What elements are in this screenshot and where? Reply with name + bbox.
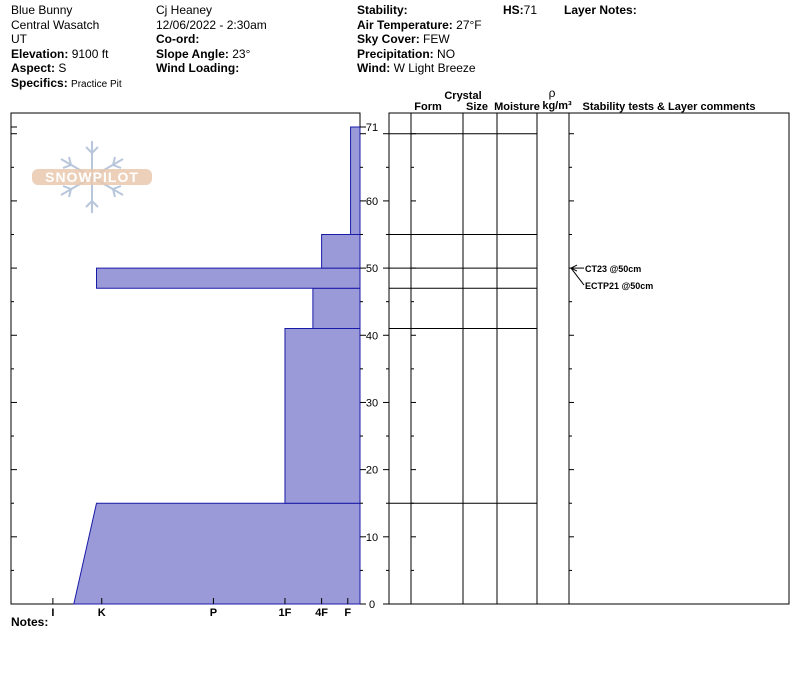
observer-name: Cj Heaney xyxy=(156,3,213,17)
layer-table xyxy=(388,112,790,605)
stability-row: Stability: xyxy=(357,3,408,17)
header-stability: Stability tests & Layer comments xyxy=(582,101,755,113)
hardness-layer-5 xyxy=(350,126,361,235)
elevation-row: Elevation: 9100 ft xyxy=(11,46,109,61)
hardness-layer-1 xyxy=(284,328,361,504)
air-temp-row: Air Temperature: 27°F xyxy=(357,17,482,32)
specifics-row: Specifics: Practice Pit xyxy=(11,75,122,90)
coord-row: Co-ord: xyxy=(156,32,200,46)
header-density-unit: kg/m³ xyxy=(542,100,572,112)
hardness-layer-4 xyxy=(321,233,361,269)
left-y-ticks xyxy=(11,126,17,605)
hardness-axis: I K P 1F 4F F xyxy=(51,598,351,619)
hardness-layer-0 xyxy=(73,502,361,605)
snowpilot-logo: SNOWPILOT xyxy=(32,141,152,213)
sky-cover-row: Sky Cover: FEW xyxy=(357,32,450,46)
hardness-tick-label: F xyxy=(344,607,351,619)
table-depth-ticks xyxy=(383,133,574,605)
logo-text: SNOWPILOT xyxy=(45,169,139,185)
slope-row: Slope Angle: 23° xyxy=(156,46,251,61)
hs-row: HS:71 xyxy=(503,3,538,17)
layer-notes-label: Layer Notes: xyxy=(564,3,637,17)
header-col-weather: Stability: Air Temperature: 27°F Sky Cov… xyxy=(357,3,482,76)
depth-tick-label: 0 xyxy=(369,599,375,611)
hardness-tick-label: 4F xyxy=(315,607,328,619)
stability-test-label: CT23 @50cm xyxy=(585,264,641,274)
wind-row: Wind: W Light Breeze xyxy=(357,61,476,75)
depth-tick-label: 50 xyxy=(366,263,378,275)
test-leader-line xyxy=(570,267,585,286)
obs-datetime: 12/06/2022 - 2:30am xyxy=(156,17,267,32)
stability-tests: CT23 @50cm ECTP21 @50cm xyxy=(569,264,653,291)
hardness-tick-label: P xyxy=(210,607,217,619)
header-col-location: Blue Bunny Central Wasatch UT Elevation:… xyxy=(11,3,122,92)
hardness-layers xyxy=(73,126,361,605)
table-frame xyxy=(388,112,790,605)
test-arrow-icon xyxy=(569,264,578,272)
notes-label: Notes: xyxy=(11,615,49,629)
header-moisture: Moisture xyxy=(494,101,540,113)
hardness-tick-label: K xyxy=(98,607,106,619)
location-name: Blue Bunny xyxy=(11,3,73,17)
table-headers: Form Crystal Size Moisture ρ kg/m³ Stabi… xyxy=(414,86,755,113)
depth-tick-label: 20 xyxy=(366,465,378,477)
header-crystal: Crystal xyxy=(444,90,481,102)
hardness-tick-label: 1F xyxy=(279,607,292,619)
aspect-row: Aspect: S xyxy=(11,61,67,75)
depth-tick-label: 10 xyxy=(366,532,378,544)
hardness-layer-3 xyxy=(96,267,361,289)
header-col-observer: Cj Heaney 12/06/2022 - 2:30am Co-ord: Sl… xyxy=(156,3,267,76)
depth-tick-label: 30 xyxy=(366,397,378,409)
range-name: Central Wasatch xyxy=(11,17,100,32)
header-rho: ρ xyxy=(549,86,556,100)
depth-axis: 0 10 20 30 40 50 60 71 xyxy=(360,122,378,611)
hardness-layer-2 xyxy=(312,287,361,330)
hardness-tick-label: I xyxy=(51,607,54,619)
header-form: Form xyxy=(414,101,442,113)
stability-test-label: ECTP21 @50cm xyxy=(585,281,653,291)
depth-tick-label: 71 xyxy=(366,122,378,134)
depth-tick-label: 40 xyxy=(366,330,378,342)
state-name: UT xyxy=(11,32,27,46)
precip-row: Precipitation: NO xyxy=(357,46,456,61)
wind-loading-row: Wind Loading: xyxy=(156,61,240,75)
depth-tick-label: 60 xyxy=(366,196,378,208)
header-size: Size xyxy=(466,101,488,113)
